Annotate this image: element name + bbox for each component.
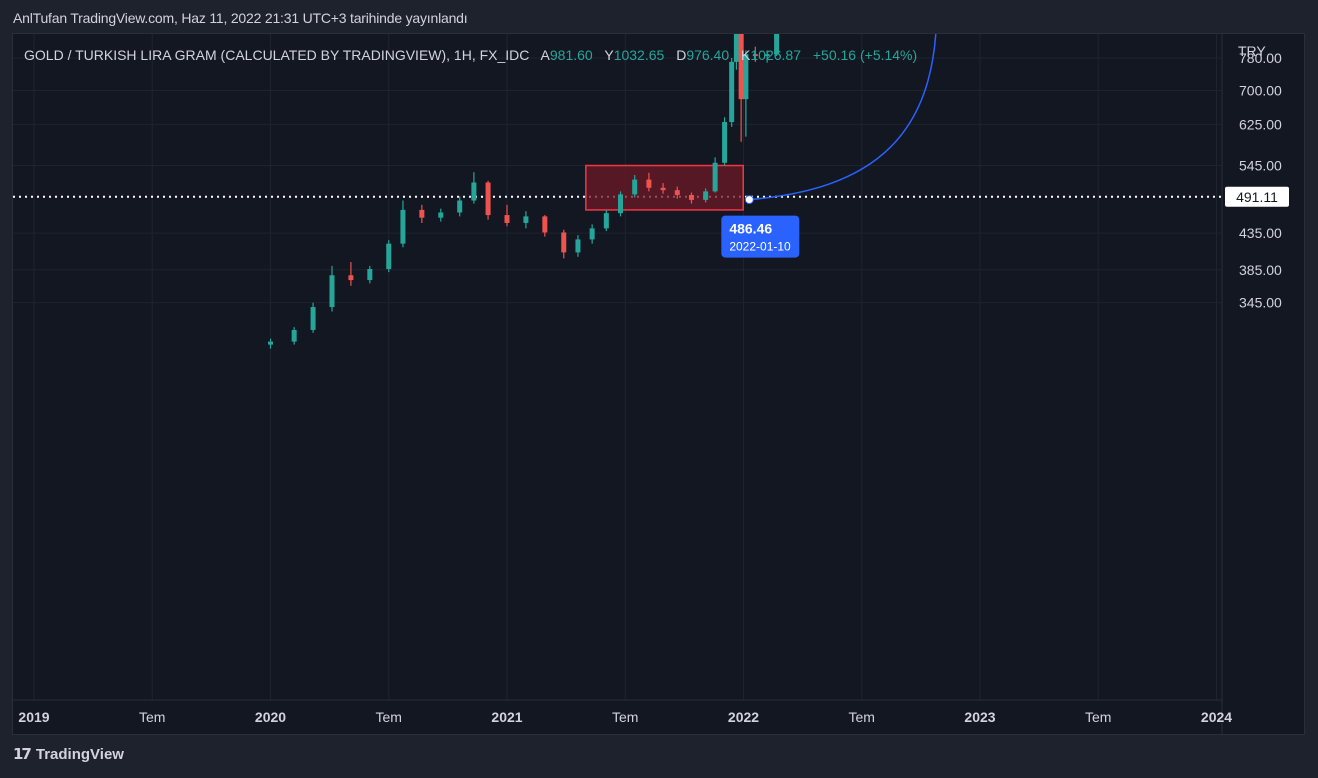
candle-body <box>603 213 609 229</box>
tradingview-logo-icon: 17 <box>13 745 32 763</box>
open-value: 981.60 <box>550 47 593 63</box>
candle-body <box>733 34 739 62</box>
candle-body <box>348 275 354 281</box>
chart-grid <box>13 34 1222 700</box>
x-tick-label: 2024 <box>1201 709 1232 725</box>
projection-curve <box>749 34 937 201</box>
candle-body <box>743 54 749 100</box>
brand-label: TradingView <box>35 745 124 763</box>
candle-body <box>703 191 709 200</box>
y-tick-label: 625.00 <box>1239 116 1282 132</box>
y-tick-label: 545.00 <box>1239 158 1282 174</box>
x-tick-label: 2022 <box>728 709 759 725</box>
level-tag-label: 491.11 <box>1236 189 1278 205</box>
candle-body <box>523 216 529 223</box>
projection-start-point <box>744 195 754 205</box>
close-value: 1026.87 <box>750 47 801 63</box>
x-tick-label: 2019 <box>18 709 49 725</box>
price-chart[interactable]: 1204.141059.13949.19491.111026.87 486.46… <box>13 34 1306 736</box>
candle-body <box>589 228 595 240</box>
candle-body <box>752 54 758 57</box>
candle-body <box>632 179 638 195</box>
x-tick-label: 2021 <box>491 709 522 725</box>
time-axis[interactable]: 2019 Tem 2020 Tem 2021 Tem 2022 Tem 2023 Tem 2024 <box>13 699 1232 725</box>
y-tick-label: 345.00 <box>1239 295 1282 311</box>
measure-box-rect <box>585 164 744 211</box>
tradingview-logo[interactable]: 17 TradingView <box>13 745 124 763</box>
open-label: A <box>541 47 551 63</box>
candle-body <box>471 182 477 201</box>
currency-label: TRY <box>1238 43 1266 59</box>
candle-body <box>329 275 335 308</box>
candle-body <box>774 34 780 55</box>
candlestick-series <box>268 34 780 349</box>
horizontal-levels[interactable]: 1204.141059.13949.19491.111026.87 <box>13 34 1289 207</box>
x-tick-label: 2020 <box>255 709 286 725</box>
x-tick-label: Tem <box>139 709 165 725</box>
candle-body <box>764 54 770 57</box>
low-label: D <box>676 47 686 63</box>
y-tick-label: 385.00 <box>1239 262 1282 278</box>
candle-body <box>646 179 652 188</box>
candle-body <box>504 215 510 223</box>
candle-body <box>575 239 581 253</box>
candle-body <box>400 209 406 244</box>
candle-body <box>310 307 316 330</box>
level-tag <box>1225 186 1289 207</box>
start-label-date: 2022-01-10 <box>729 240 791 254</box>
x-tick-label: Tem <box>849 709 875 725</box>
candle-body <box>386 243 392 269</box>
candle-body <box>674 190 680 195</box>
candle-body <box>660 187 666 191</box>
candle-body <box>688 194 694 200</box>
candle-body <box>367 268 373 281</box>
candle-body <box>542 216 548 233</box>
candle-body <box>729 61 735 123</box>
candle-body <box>722 122 728 163</box>
symbol-title: GOLD / TURKISH LIRA GRAM (CALCULATED BY … <box>24 47 917 63</box>
candle-body <box>291 329 297 342</box>
change-value: +50.16 (+5.14%) <box>813 47 917 63</box>
candle-body <box>618 194 624 214</box>
publish-info: AnlTufan TradingView.com, Haz 11, 2022 2… <box>13 10 468 26</box>
candle-body <box>485 182 491 216</box>
measure-box[interactable] <box>585 164 744 211</box>
y-tick-label: 780.00 <box>1239 50 1282 66</box>
close-label: K <box>741 47 751 63</box>
y-tick-label: 435.00 <box>1239 225 1282 241</box>
candle-body <box>268 341 273 345</box>
candle-body <box>561 232 567 253</box>
x-tick-label: Tem <box>376 709 402 725</box>
candle-body <box>438 212 444 218</box>
candle-body <box>419 209 425 218</box>
candle-body <box>457 200 463 213</box>
price-axis[interactable]: 1800.001600.001400.00900.00780.00700.006… <box>1221 34 1290 736</box>
high-value: 1032.65 <box>614 47 665 63</box>
high-label: Y <box>604 47 614 63</box>
low-value: 976.40 <box>686 47 729 63</box>
candle-body <box>712 162 718 192</box>
chart-panel[interactable]: 1204.141059.13949.19491.111026.87 486.46… <box>12 33 1306 736</box>
x-tick-label: Tem <box>612 709 638 725</box>
candle-body <box>738 34 744 100</box>
x-tick-label: 2023 <box>964 709 995 725</box>
x-tick-label: Tem <box>1085 709 1111 725</box>
y-tick-label: 700.00 <box>1239 82 1282 98</box>
start-label-value: 486.46 <box>729 221 772 237</box>
symbol-label: GOLD / TURKISH LIRA GRAM (CALCULATED BY … <box>24 47 529 63</box>
start-label-box <box>721 215 800 258</box>
